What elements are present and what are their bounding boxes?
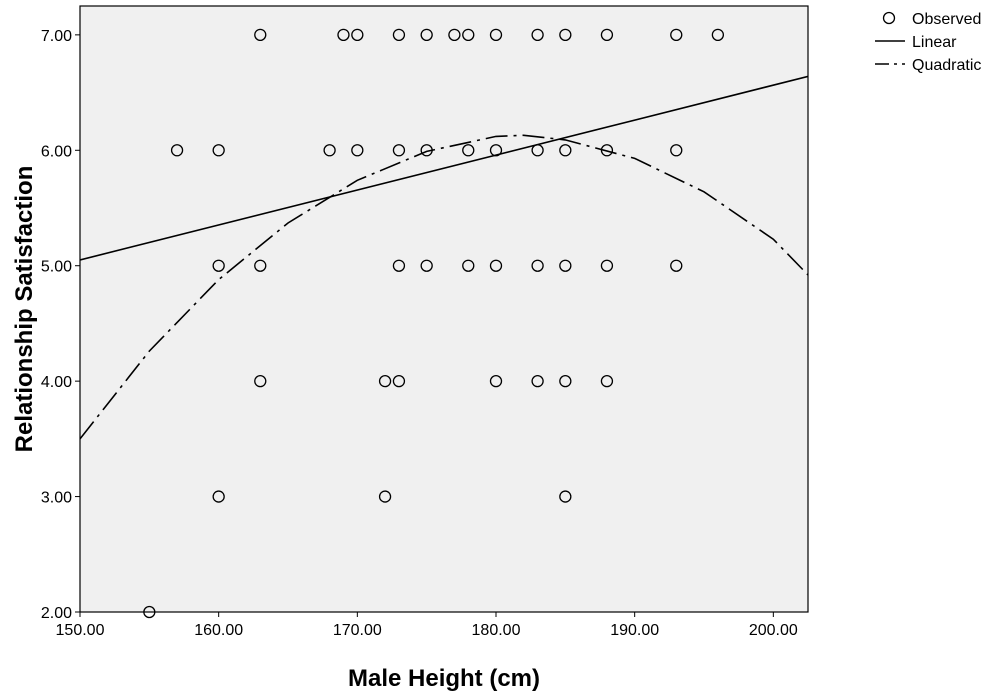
observed-point	[254, 374, 267, 388]
observed-point	[462, 144, 475, 157]
legend-observed-symbol	[882, 11, 896, 25]
observed-point	[531, 28, 544, 42]
observed-point	[670, 28, 683, 42]
legend-label: Linear	[912, 34, 957, 51]
observed-point	[392, 259, 406, 272]
observed-point	[559, 259, 572, 272]
observed-point	[420, 28, 433, 42]
y-axis-title: Relationship Satisfaction	[11, 166, 38, 453]
observed-point	[462, 28, 475, 42]
observed-point	[489, 259, 503, 272]
legend: Observed Linear Quadratic	[875, 11, 981, 74]
observed-point	[559, 144, 572, 157]
observed-point	[378, 490, 392, 503]
linear-fit-line	[80, 75, 808, 261]
observed-point	[351, 144, 364, 157]
observed-point	[489, 28, 503, 42]
observed-point	[392, 28, 406, 42]
observed-point	[212, 144, 225, 157]
x-axis-title: Male Height (cm)	[348, 665, 540, 692]
observed-point	[448, 28, 461, 42]
observed-point	[670, 144, 683, 157]
observed-point	[711, 28, 725, 42]
observed-point	[559, 374, 572, 388]
y-tick-label: 4.00	[41, 374, 72, 391]
observed-points	[143, 28, 725, 619]
observed-point	[531, 259, 544, 272]
observed-point	[670, 259, 683, 272]
observed-point	[212, 490, 225, 503]
observed-point	[600, 374, 614, 388]
x-tick-label: 160.00	[194, 622, 243, 639]
x-tick-label: 170.00	[333, 622, 382, 639]
y-tick-label: 2.00	[41, 605, 72, 622]
fit-lines	[80, 75, 808, 440]
y-tick-label: 6.00	[41, 143, 72, 160]
observed-point	[323, 144, 336, 157]
x-tick-label: 150.00	[56, 622, 105, 639]
x-tick-label: 190.00	[610, 622, 659, 639]
observed-point	[489, 144, 503, 157]
observed-point	[462, 259, 475, 272]
observed-point	[600, 28, 614, 42]
x-tick-label: 180.00	[472, 622, 521, 639]
y-tick-label: 5.00	[41, 259, 72, 276]
observed-point	[489, 374, 503, 388]
observed-point	[337, 28, 350, 42]
x-axis-ticks: 150.00 160.00 170.00 180.00 190.00 200.00	[56, 612, 798, 639]
observed-point	[170, 144, 184, 157]
legend-label: Observed	[912, 11, 981, 28]
observed-point	[378, 374, 392, 388]
observed-point	[254, 28, 267, 42]
observed-point	[559, 490, 572, 503]
observed-point	[420, 259, 433, 272]
y-tick-label: 7.00	[41, 28, 72, 45]
observed-point	[600, 259, 614, 272]
observed-point	[559, 28, 572, 42]
y-axis-ticks: 2.00 3.00 4.00 5.00 6.00 7.00	[41, 28, 80, 622]
observed-point	[392, 374, 406, 388]
x-tick-label: 200.00	[749, 622, 798, 639]
observed-point	[212, 259, 225, 272]
observed-point	[531, 374, 544, 388]
observed-point	[392, 144, 406, 157]
observed-point	[254, 259, 267, 272]
observed-point	[600, 144, 614, 157]
observed-point	[351, 28, 364, 42]
observed-point	[143, 605, 156, 619]
y-tick-label: 3.00	[41, 490, 72, 507]
legend-label: Quadratic	[912, 57, 981, 74]
observed-point	[420, 144, 433, 157]
quadratic-fit-curve	[80, 134, 808, 440]
observed-point	[531, 144, 544, 157]
